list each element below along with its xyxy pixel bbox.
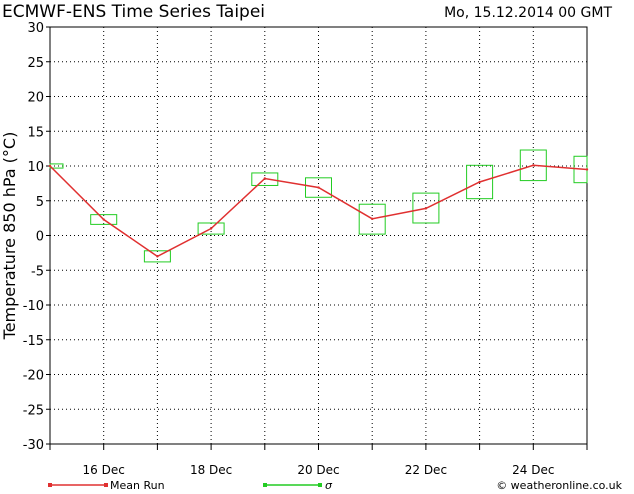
y-tick-label: -5 xyxy=(31,264,44,279)
sigma-box xyxy=(305,177,332,198)
y-tick-label: -10 xyxy=(23,299,44,314)
y-tick-label: -25 xyxy=(23,403,44,418)
legend-mean-marker-right xyxy=(104,483,108,487)
mean-run-point xyxy=(102,218,105,221)
mean-run-point xyxy=(156,255,159,258)
mean-run-point xyxy=(209,227,213,230)
mean-run-line xyxy=(49,164,588,258)
legend-sigma-label: σ xyxy=(325,479,333,490)
x-tick-label: 18 Dec xyxy=(190,463,232,477)
x-axis: 16 Dec 18 Dec 20 Dec 22 Dec 24 Dec xyxy=(49,444,588,477)
sigma-box xyxy=(197,222,225,235)
legend-sigma-marker-left xyxy=(263,483,267,487)
mean-run-point xyxy=(424,207,428,210)
legend-mean-label: Mean Run xyxy=(110,479,165,490)
y-tick-label: -15 xyxy=(23,334,44,349)
sigma-boxes xyxy=(49,149,588,263)
x-tick-label: 16 Dec xyxy=(83,463,125,477)
y-tick-label: 5 xyxy=(36,195,44,210)
x-tick-label: 22 Dec xyxy=(405,463,447,477)
mean-run-point xyxy=(48,164,52,168)
grid xyxy=(50,27,587,444)
legend: Mean Run σ © weatheronline.co.uk xyxy=(48,479,623,492)
sigma-box xyxy=(358,203,386,235)
y-tick-label: 30 xyxy=(27,21,44,36)
mean-run-point xyxy=(317,186,320,189)
y-tick-label: 0 xyxy=(36,230,44,245)
y-tick-label: -30 xyxy=(23,438,44,453)
y-axis: 30 25 20 15 10 5 0 -5 -10 -15 -20 -25 -30 xyxy=(23,21,50,453)
sigma-box xyxy=(143,250,171,263)
y-tick-label: -20 xyxy=(23,369,44,384)
y-tick-label: 15 xyxy=(27,125,44,140)
sigma-box xyxy=(466,164,494,200)
mean-run-point xyxy=(585,168,589,171)
legend-sigma-marker-right xyxy=(318,483,322,487)
chart-title: ECMWF-ENS Time Series Taipei xyxy=(2,2,265,22)
y-axis-label: Temperature 850 hPa (°C) xyxy=(0,132,19,341)
mean-run-point xyxy=(478,180,481,184)
x-tick-label: 24 Dec xyxy=(512,463,554,477)
legend-mean-marker-left xyxy=(48,483,52,487)
sigma-box xyxy=(90,214,118,225)
run-date: Mo, 15.12.2014 00 GMT xyxy=(444,5,612,21)
mean-run-point xyxy=(263,177,266,180)
y-tick-label: 25 xyxy=(27,56,44,71)
credit-text: © weatheronline.co.uk xyxy=(496,479,622,490)
mean-run-point xyxy=(532,164,535,167)
sigma-box xyxy=(519,149,547,182)
mean-run-series xyxy=(48,164,589,258)
sigma-box xyxy=(251,172,279,186)
x-tick-label: 20 Dec xyxy=(297,463,339,477)
sigma-box xyxy=(412,192,440,224)
mean-run-point xyxy=(371,217,374,221)
y-tick-label: 20 xyxy=(27,91,44,106)
y-tick-label: 10 xyxy=(27,160,44,175)
